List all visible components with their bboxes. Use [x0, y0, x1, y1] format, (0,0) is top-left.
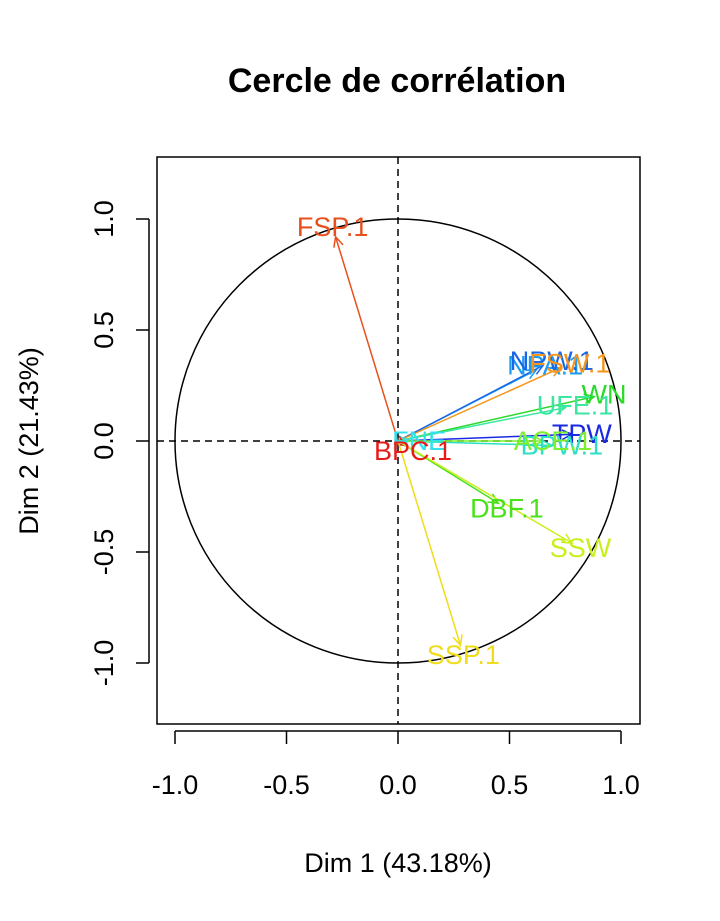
variable-label-wn: WN	[581, 379, 626, 409]
x-tick-label: 0.5	[491, 770, 529, 800]
arrowhead-fsw1	[549, 366, 563, 377]
arrowhead-ufe1	[554, 404, 567, 415]
y-axis-title: Dim 2 (21.43%)	[14, 347, 44, 535]
arrow-ufe1	[397, 406, 566, 442]
y-tick-label: -1.0	[89, 640, 119, 687]
arrowhead-bpw1	[541, 439, 554, 451]
arrowhead-fsp1	[333, 235, 344, 248]
variable-label-fsp1: FSP.1	[297, 212, 369, 242]
variable-label-ace1: ACE.1	[514, 426, 592, 456]
arrow-tpw	[397, 433, 572, 442]
y-axis: -1.0 -0.5 0.0 0.5 1.0	[89, 200, 150, 687]
arrowhead-ace1	[532, 435, 545, 447]
x-tick-label: 1.0	[602, 770, 640, 800]
arrow-ssw	[397, 440, 573, 544]
x-tick-label: -1.0	[152, 770, 199, 800]
arrowhead-wn	[583, 393, 596, 405]
variable-label-tpw: TPW	[552, 419, 613, 449]
y-tick-label: 1.0	[89, 200, 119, 238]
variable-label-fsw1: FSW.1	[529, 349, 610, 379]
y-tick-label: 0.5	[89, 311, 119, 349]
arrowhead-ssw	[560, 533, 574, 544]
variable-label-ufe1: UFE.1	[537, 391, 614, 421]
y-tick-label: -0.5	[89, 529, 119, 576]
arrow-fsp1	[334, 236, 399, 442]
y-tick-label: 0.0	[89, 422, 119, 460]
arrow-ssp1	[397, 440, 462, 646]
arrowhead-npw1	[531, 364, 545, 375]
arrowhead-tpw	[561, 429, 574, 441]
x-axis: -1.0 -0.5 0.0 0.5 1.0	[152, 730, 640, 800]
variable-label-ssp1: SSP.1	[427, 640, 500, 670]
chart-title: Cercle de corrélation	[228, 62, 566, 100]
variable-label-npw1: NPW.1	[510, 346, 594, 376]
arrow-npw1	[397, 364, 544, 442]
variable-label-dbf1: DBF.1	[470, 493, 544, 523]
arrow-fsw1	[397, 367, 562, 442]
arrowhead-npa1	[525, 369, 538, 380]
x-tick-label: 0.0	[379, 770, 417, 800]
variable-label-fne: FNE	[392, 426, 446, 456]
x-tick-label: -0.5	[263, 770, 310, 800]
plot-frame	[156, 156, 641, 725]
arrowhead-ssp1	[452, 634, 463, 647]
variable-label-bpc1: BPC.1	[374, 436, 452, 466]
variable-label-npa1: NPA.1	[507, 350, 583, 380]
arrow-wn	[397, 395, 595, 442]
x-axis-title: Dim 1 (43.18%)	[304, 848, 492, 878]
variable-label-ssw: SSW	[550, 533, 612, 563]
variable-label-bpw1: BPW.1	[521, 431, 604, 461]
